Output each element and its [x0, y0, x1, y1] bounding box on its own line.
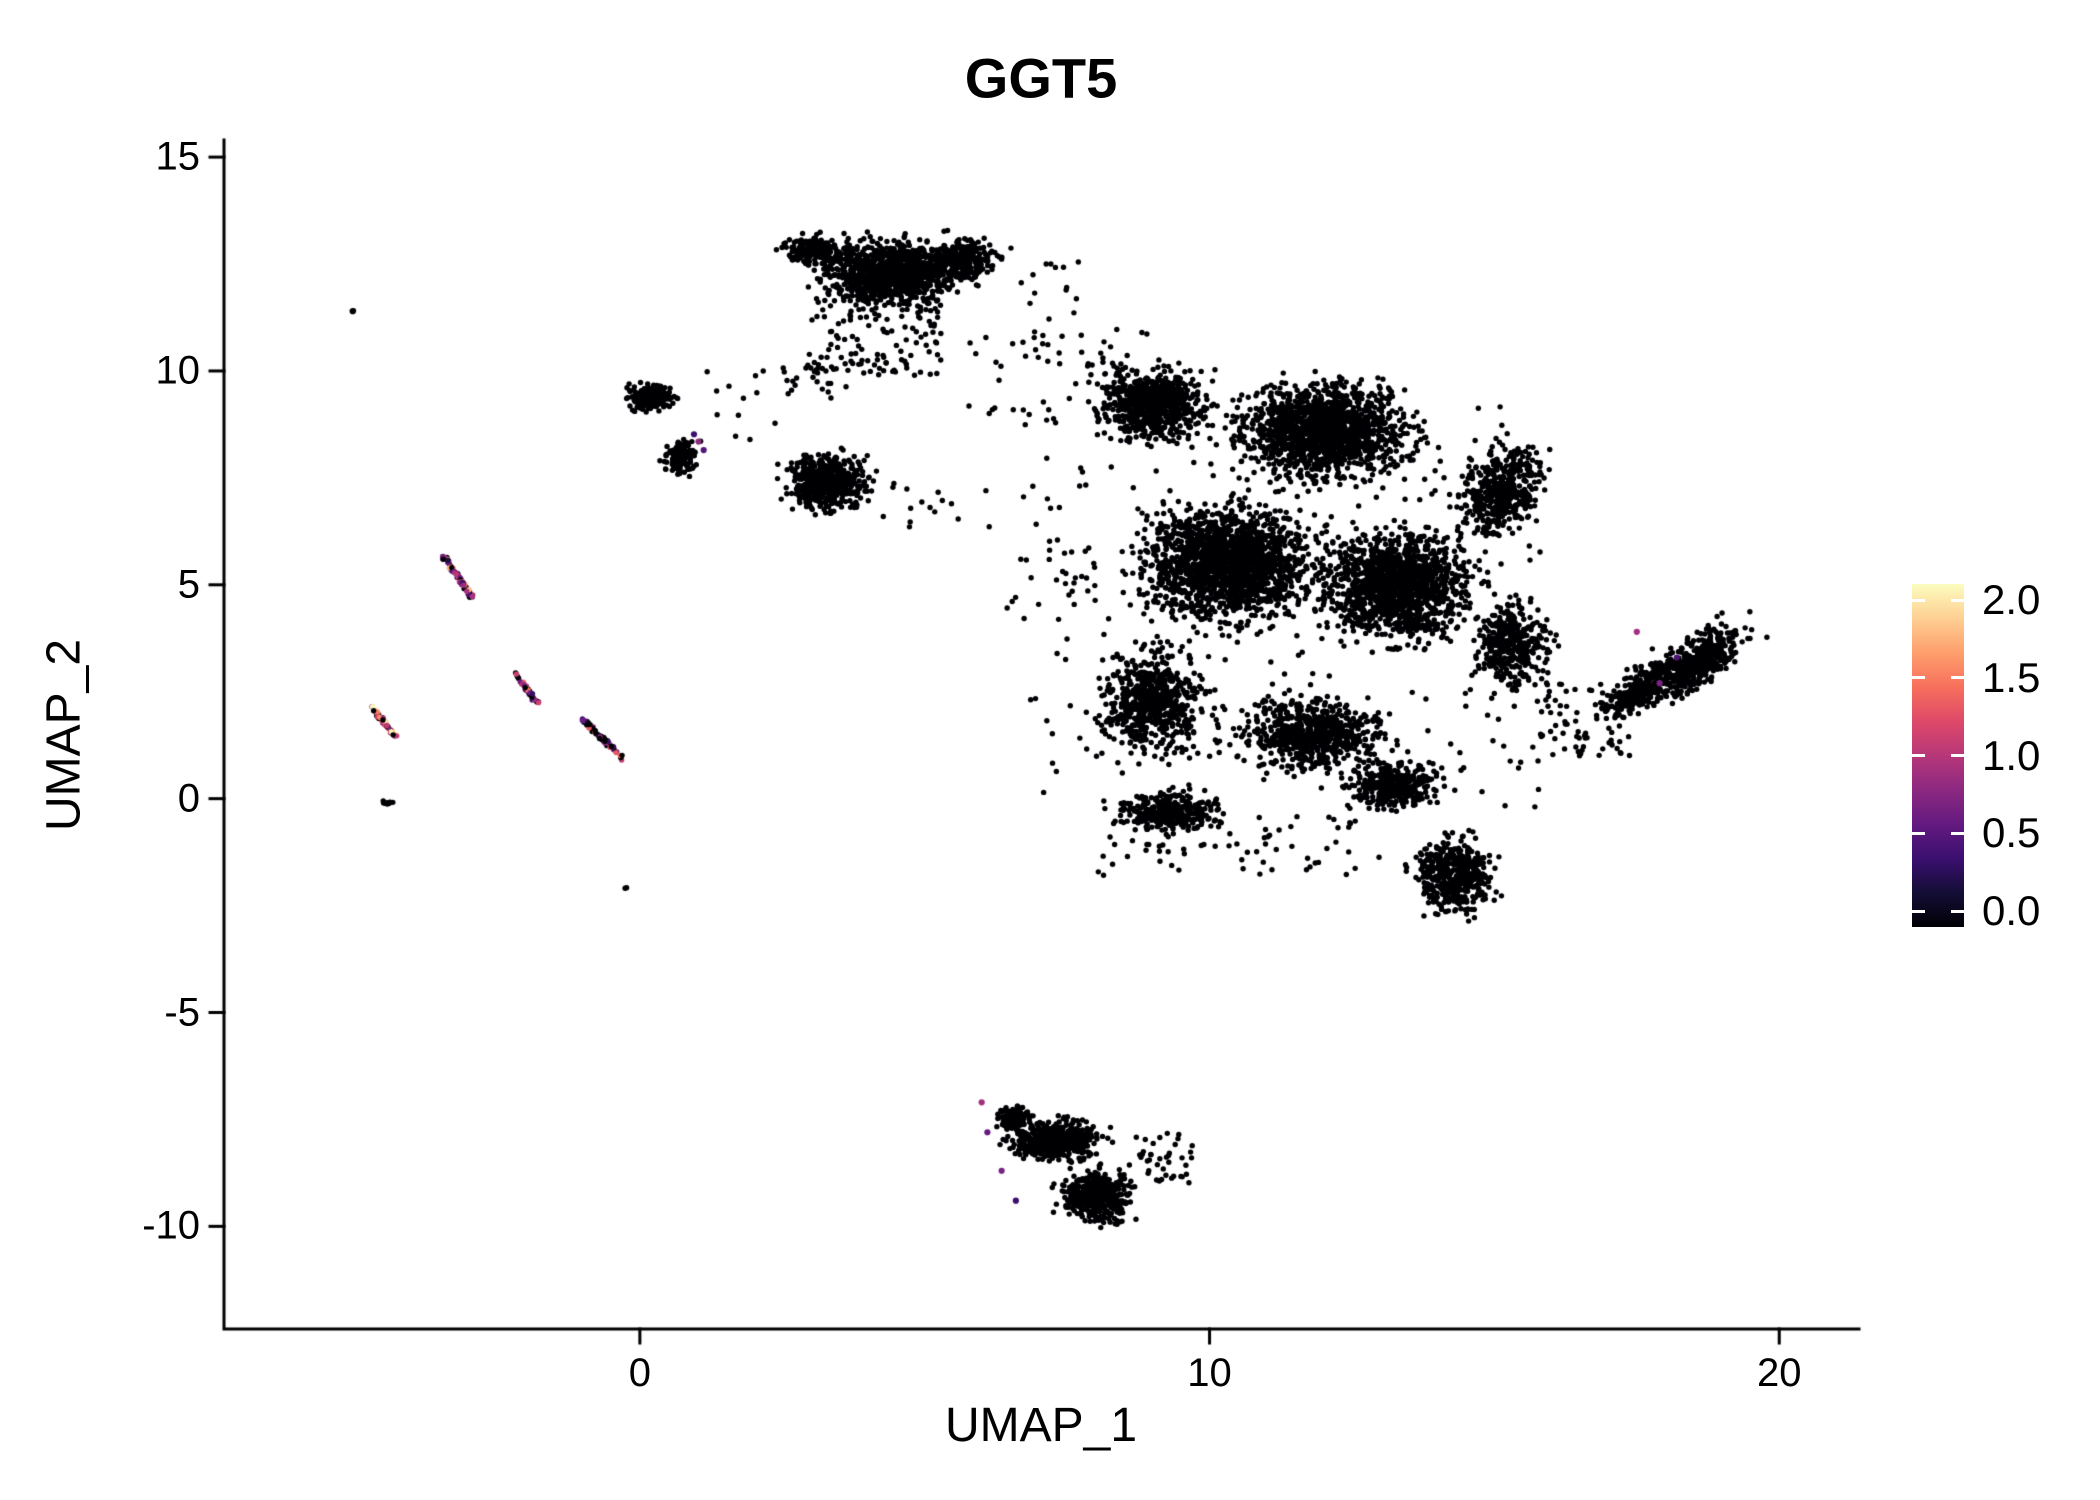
colorbar-tick-label: 0.0: [1982, 887, 2041, 934]
x-axis-title: UMAP_1: [944, 1399, 1138, 1452]
colorbar-tick: [1951, 909, 1964, 913]
y-tick-label: 5: [177, 562, 200, 607]
colorbar-tick: [1951, 598, 1964, 602]
colorbar-tick-label: 1.0: [1982, 731, 2041, 779]
colorbar-tick: [1912, 598, 1925, 602]
y-tick-label: 15: [155, 134, 201, 179]
y-tick-label: -10: [142, 1203, 200, 1248]
x-tick-label: 20: [1756, 1351, 1802, 1395]
x-tick-label: 10: [1187, 1351, 1232, 1395]
y-axis-title: UMAP_2: [37, 638, 91, 832]
y-tick-label: 0: [177, 776, 200, 821]
colorbar: [1912, 584, 1964, 927]
x-tick-label: 0: [628, 1351, 651, 1395]
y-tick-label: 10: [155, 348, 201, 393]
colorbar-tick: [1951, 754, 1964, 757]
colorbar-tick: [1912, 831, 1925, 835]
colorbar-tick: [1912, 909, 1925, 913]
colorbar-tick: [1912, 754, 1925, 757]
colorbar-tick-label: 1.5: [1982, 653, 2041, 701]
y-tick-label: -5: [164, 990, 200, 1034]
colorbar-tick: [1951, 831, 1964, 835]
colorbar-tick-label: 2.0: [1982, 576, 2041, 623]
colorbar-tick: [1951, 676, 1964, 680]
plot-title: GGT5: [964, 46, 1118, 110]
colorbar-tick: [1912, 676, 1925, 680]
colorbar-tick-label: 0.5: [1982, 809, 2041, 857]
